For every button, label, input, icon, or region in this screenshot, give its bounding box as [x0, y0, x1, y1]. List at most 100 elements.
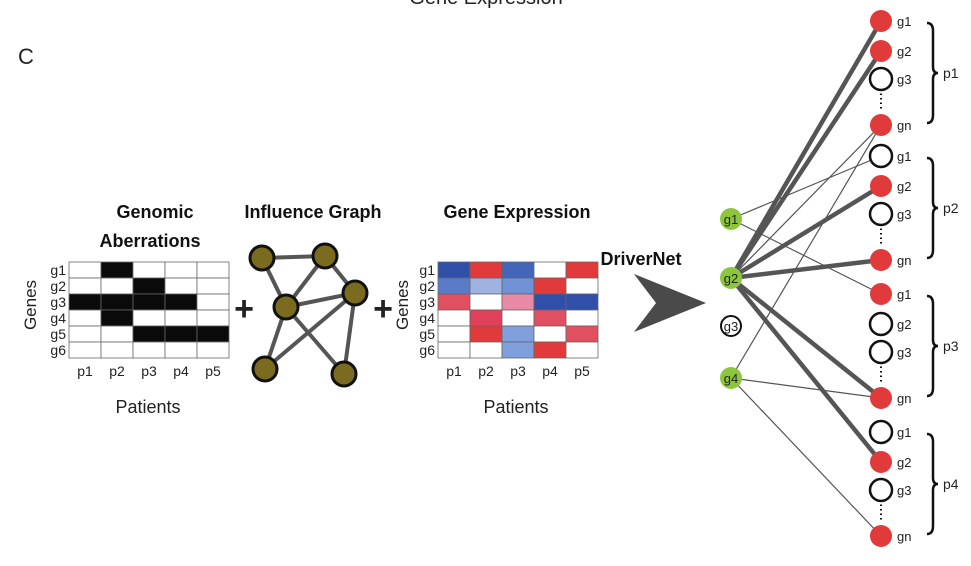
row-label: g6	[419, 342, 435, 358]
gene-node-label: g3	[897, 483, 911, 498]
matrix-cell	[100, 325, 134, 343]
matrix-cell	[196, 261, 230, 279]
gene-node	[868, 143, 894, 169]
matrix-cell	[196, 341, 230, 359]
plus-sign-2: +	[373, 290, 393, 328]
matrix-cell	[68, 277, 102, 295]
patient-group-label: p3	[943, 338, 959, 354]
matrix-cell	[501, 325, 535, 343]
matrix-cell	[437, 261, 471, 279]
matrix-cell	[132, 293, 166, 311]
genomic-matrix	[68, 261, 230, 359]
graph-node	[251, 355, 279, 383]
gene-node-label: gn	[897, 391, 911, 406]
expression-patients-label: Patients	[483, 397, 548, 417]
bipartite-edge	[728, 48, 884, 281]
bipartite-edge	[730, 124, 882, 279]
driver-gene-node	[720, 267, 742, 289]
matrix-cell	[565, 341, 599, 359]
gene-node	[868, 339, 894, 365]
matrix-cell	[196, 325, 230, 343]
row-label: g1	[419, 262, 435, 278]
matrix-cell	[164, 261, 198, 279]
matrix-cell	[132, 325, 166, 343]
influence-graph-panel: Influence Graph	[244, 202, 382, 388]
matrix-cell	[132, 341, 166, 359]
row-label: g2	[50, 278, 66, 294]
bipartite-edge	[728, 257, 884, 281]
col-label: p3	[510, 363, 526, 379]
gene-node-label: g1	[897, 287, 911, 302]
matrix-cell	[437, 325, 471, 343]
matrix-cell	[68, 325, 102, 343]
matrix-cell	[68, 341, 102, 359]
driver-gene-label: g4	[724, 371, 738, 386]
gene-node	[868, 66, 894, 92]
col-label: p3	[141, 363, 157, 379]
genomic-title-line1: Genomic	[116, 202, 193, 222]
graph-node	[341, 279, 369, 307]
gene-node-label: g2	[897, 179, 911, 194]
col-label: p1	[446, 363, 462, 379]
matrix-cell	[100, 261, 134, 279]
row-label: g3	[50, 294, 66, 310]
row-label: g2	[419, 278, 435, 294]
matrix-cell	[565, 277, 599, 295]
patient-group-label: p1	[943, 65, 959, 81]
expression-col-labels: p1 p2 p3 p4 p5	[446, 363, 590, 379]
driver-gene-label: g3	[724, 319, 738, 334]
influence-title: Influence Graph	[244, 202, 381, 222]
gene-node-label: g3	[897, 345, 911, 360]
col-label: p4	[542, 363, 558, 379]
matrix-cell	[469, 309, 503, 327]
gene-node-label: g3	[897, 72, 911, 87]
plus-sign-1: +	[234, 290, 254, 328]
matrix-cell	[437, 277, 471, 295]
arrow-icon	[634, 274, 706, 332]
matrix-cell	[437, 293, 471, 311]
driver-gene-node	[720, 208, 742, 230]
brace-icon	[926, 294, 939, 398]
row-label: g5	[419, 326, 435, 342]
brace-icon	[926, 21, 939, 125]
matrix-cell	[100, 309, 134, 327]
gene-node	[870, 40, 892, 62]
bipartite-edge	[730, 124, 882, 379]
gene-node	[870, 114, 892, 136]
matrix-cell	[533, 277, 567, 295]
matrix-cell	[501, 293, 535, 311]
patient-group-label: p2	[943, 200, 959, 216]
graph-node	[248, 244, 276, 272]
expression-heatmap	[437, 261, 599, 359]
gene-node	[870, 525, 892, 547]
drivernet-label: DriverNet	[600, 249, 681, 269]
row-label: g5	[50, 326, 66, 342]
gene-node	[868, 311, 894, 337]
gene-node-label: g2	[897, 44, 911, 59]
bipartite-edge	[730, 377, 882, 537]
matrix-cell	[164, 325, 198, 343]
matrix-cell	[132, 261, 166, 279]
matrix-cell	[68, 293, 102, 311]
matrix-cell	[132, 277, 166, 295]
matrix-cell	[533, 325, 567, 343]
matrix-cell	[196, 309, 230, 327]
row-label: g4	[419, 310, 435, 326]
driver-gene-node	[720, 315, 742, 337]
genomic-genes-label: Genes	[21, 280, 40, 330]
matrix-cell	[533, 261, 567, 279]
matrix-cell	[196, 277, 230, 295]
genomic-col-labels: p1 p2 p3 p4 p5	[77, 363, 221, 379]
patient-group-label: p4	[943, 476, 959, 492]
brace-icon	[926, 156, 939, 260]
matrix-cell	[533, 341, 567, 359]
bipartite-edge	[728, 275, 884, 465]
gene-node	[868, 419, 894, 445]
gene-node-label: gn	[897, 253, 911, 268]
graph-node	[272, 293, 300, 321]
matrix-cell	[533, 309, 567, 327]
matrix-cell	[469, 325, 503, 343]
panel-letter: C	[18, 44, 34, 69]
